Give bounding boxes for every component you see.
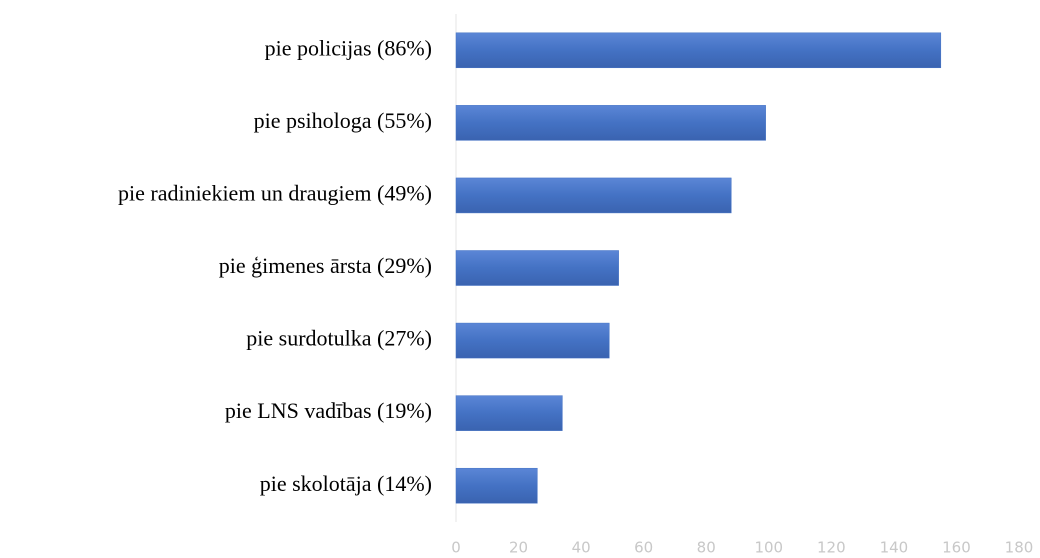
x-tick-label: 160: [942, 539, 971, 557]
bar: [455, 395, 563, 431]
category-label: pie LNS vadības (19%): [225, 398, 432, 423]
bar: [455, 250, 619, 286]
x-tick-label: 60: [634, 539, 653, 557]
category-label: pie radiniekiem un draugiem (49%): [118, 180, 432, 205]
bar: [455, 32, 942, 69]
x-tick-label: 20: [509, 539, 528, 557]
bar: [455, 105, 766, 141]
x-tick-label: 180: [1005, 539, 1034, 557]
x-tick-label: 140: [880, 539, 909, 557]
x-tick-label: 100: [754, 539, 783, 557]
category-label: pie ģimenes ārsta (29%): [219, 253, 432, 278]
category-label: pie skolotāja (14%): [260, 471, 432, 496]
category-label: pie policijas (86%): [265, 35, 432, 60]
category-label: pie psihologa (55%): [254, 108, 432, 133]
bar: [455, 177, 732, 214]
category-label: pie surdotulka (27%): [246, 326, 432, 351]
x-tick-label: 0: [451, 539, 461, 557]
x-tick-label: 120: [817, 539, 846, 557]
bar: [455, 467, 538, 504]
x-tick-label: 40: [572, 539, 591, 557]
x-tick-label: 80: [697, 539, 716, 557]
bar: [455, 322, 610, 359]
